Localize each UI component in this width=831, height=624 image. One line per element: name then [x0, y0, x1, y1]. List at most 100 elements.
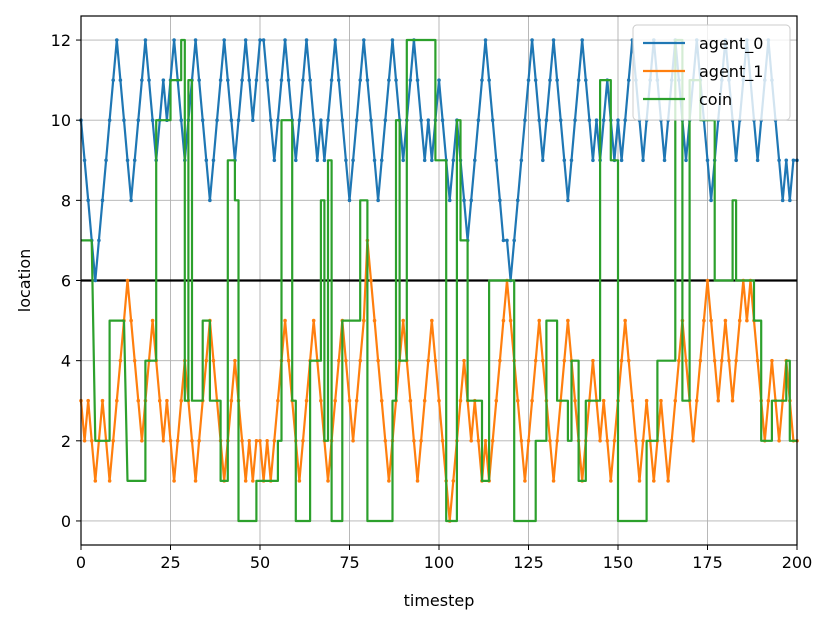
data-point: [265, 78, 269, 82]
data-point: [601, 398, 606, 403]
data-point: [329, 78, 334, 82]
data-point: [111, 439, 116, 443]
data-point: [354, 118, 359, 122]
data-point: [587, 118, 592, 122]
x-tick-label: 50: [250, 553, 270, 572]
data-point: [283, 38, 287, 42]
data-point: [476, 118, 481, 122]
y-tick-label: 0: [61, 512, 71, 531]
data-point: [469, 439, 474, 443]
data-point: [566, 318, 570, 323]
data-point: [555, 78, 559, 82]
data-point: [372, 318, 377, 323]
data-point: [447, 198, 452, 203]
data-point: [161, 78, 166, 82]
data-point: [347, 398, 352, 403]
data-point: [97, 238, 101, 243]
data-point: [229, 398, 234, 403]
data-point: [788, 198, 792, 203]
data-point: [544, 118, 549, 122]
data-point: [143, 38, 148, 42]
data-point: [387, 479, 391, 483]
legend-label: agent_1: [699, 62, 763, 82]
data-point: [190, 439, 194, 443]
data-point: [225, 78, 230, 82]
data-point: [218, 78, 223, 82]
data-point: [419, 439, 423, 443]
data-point: [261, 38, 266, 42]
data-point: [315, 158, 320, 163]
data-point: [107, 118, 112, 122]
data-point: [422, 398, 427, 403]
data-point: [251, 479, 255, 483]
data-point: [362, 318, 366, 323]
data-point: [530, 398, 534, 403]
data-point: [619, 158, 624, 163]
data-point: [276, 398, 280, 403]
data-point: [501, 318, 506, 323]
y-tick-label: 2: [61, 432, 71, 451]
data-point: [286, 358, 291, 363]
data-point: [372, 158, 377, 163]
data-point: [247, 78, 252, 82]
data-point: [727, 358, 731, 363]
data-point: [247, 439, 252, 443]
x-tick-label: 125: [513, 553, 544, 572]
data-point: [408, 398, 413, 403]
data-point: [598, 439, 602, 443]
data-point: [501, 238, 506, 243]
data-point: [533, 358, 538, 363]
data-point: [737, 318, 742, 323]
data-point: [770, 358, 774, 363]
series-group: [79, 38, 799, 523]
data-point: [322, 158, 327, 163]
data-point: [709, 198, 713, 203]
data-point: [487, 78, 491, 82]
data-point: [100, 198, 105, 203]
data-point: [526, 78, 531, 82]
data-point: [712, 358, 717, 363]
data-point: [118, 78, 123, 82]
data-point: [476, 439, 481, 443]
data-point: [240, 439, 244, 443]
data-point: [179, 398, 184, 403]
data-point: [390, 38, 395, 42]
data-point: [702, 318, 706, 323]
data-point: [498, 358, 502, 363]
data-point: [208, 198, 212, 203]
data-point: [745, 318, 749, 323]
data-point: [777, 439, 781, 443]
data-point: [523, 479, 527, 483]
data-point: [494, 158, 499, 163]
data-point: [265, 439, 269, 443]
data-point: [533, 78, 538, 82]
data-point: [297, 118, 302, 122]
data-point: [379, 398, 384, 403]
data-point: [505, 238, 509, 243]
data-point: [229, 118, 234, 122]
data-point: [215, 118, 219, 122]
data-point: [576, 78, 581, 82]
data-point: [311, 318, 316, 323]
data-point: [537, 318, 542, 323]
data-point: [243, 479, 248, 483]
data-point: [412, 439, 416, 443]
data-point: [401, 158, 406, 163]
data-point: [104, 158, 108, 163]
data-point: [161, 439, 166, 443]
data-point: [791, 158, 796, 163]
data-point: [705, 278, 710, 283]
data-point: [716, 398, 721, 403]
data-point: [605, 439, 610, 443]
data-point: [268, 118, 273, 122]
data-point: [376, 198, 380, 203]
data-point: [233, 358, 237, 363]
data-point: [551, 38, 556, 42]
data-point: [240, 78, 244, 82]
data-point: [684, 158, 688, 163]
data-point: [136, 398, 141, 403]
data-point: [562, 358, 567, 363]
data-point: [394, 78, 398, 82]
x-tick-label: 175: [692, 553, 723, 572]
data-point: [662, 158, 667, 163]
